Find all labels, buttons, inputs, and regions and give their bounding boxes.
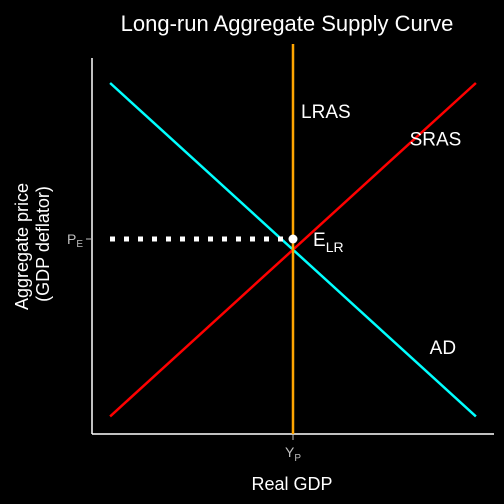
x-axis-label: Real GDP <box>251 474 332 494</box>
plot-area: YP PE LRAS SRAS AD ELR <box>67 44 494 464</box>
y-axis-label: Aggregate price (GDP deflator) <box>12 178 53 310</box>
equilibrium-point <box>288 234 298 244</box>
y-axis-label-line2: (GDP deflator) <box>33 186 53 302</box>
x-tick-label-0: YP <box>285 444 301 464</box>
y-tick-label-0: PE <box>67 231 83 250</box>
curve-label-lras: LRAS <box>301 102 351 123</box>
y-axis-label-line1: Aggregate price <box>12 183 32 310</box>
equilibrium-label: ELR <box>313 230 344 255</box>
chart-title: Long-run Aggregate Supply Curve <box>121 11 454 36</box>
curve-label-ad: AD <box>430 338 456 359</box>
curve-label-sras: SRAS <box>410 129 462 150</box>
